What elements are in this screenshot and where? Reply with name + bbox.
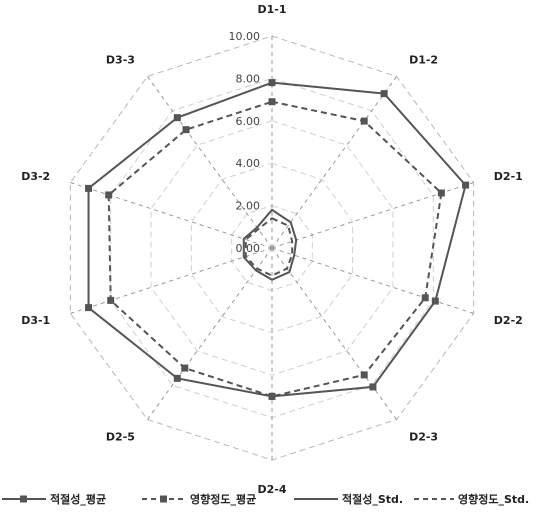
series-line	[107, 100, 443, 398]
axis-label: D1-2	[409, 53, 438, 66]
axis-label: D3-2	[21, 170, 50, 183]
axis-label: D2-5	[106, 431, 135, 444]
legend-item-adequacy-mean: 적절성_평균	[2, 488, 106, 510]
tick-label: 8.00	[236, 72, 261, 85]
tick-label: 2.00	[236, 200, 261, 213]
series-line	[242, 208, 298, 281]
series-point	[431, 297, 439, 305]
series-point	[268, 392, 276, 400]
series-point	[173, 374, 181, 382]
series-point	[268, 79, 276, 87]
data-series	[85, 79, 470, 400]
spoke-line	[146, 76, 273, 249]
axis-label: D2-1	[494, 170, 523, 183]
spoke-line	[146, 247, 273, 420]
axis-label: D1-1	[257, 3, 286, 16]
legend-item-impact-mean: 영향정도_평균	[142, 488, 256, 510]
spoke-line	[271, 247, 398, 420]
spoke-line	[70, 182, 273, 249]
tick-label: 6.00	[236, 115, 261, 128]
legend-swatch-dashed-square	[142, 495, 186, 503]
tick-label: 10.00	[229, 30, 261, 43]
axis-label: D2-4	[257, 483, 286, 496]
grid-ring	[150, 120, 394, 376]
series-point	[85, 184, 93, 192]
series-point	[182, 126, 190, 134]
series-point	[107, 296, 115, 304]
series-point	[85, 304, 93, 312]
series-line	[244, 217, 294, 277]
spoke-line	[70, 247, 273, 314]
series-point	[268, 98, 276, 106]
tick-label: 0.00	[236, 242, 261, 255]
legend-label: 영향정도_Std.	[458, 493, 530, 506]
legend-label: 적절성_평균	[50, 493, 107, 506]
series-point	[360, 117, 368, 125]
series-point	[421, 294, 429, 302]
series-point	[173, 114, 181, 122]
axis-label: D2-3	[409, 431, 438, 444]
legend-swatch-dashed-line	[414, 498, 454, 500]
radial-tick-labels: 0.00 2.00 4.00 6.00 8.00 10.00	[229, 30, 261, 255]
legend-swatch-solid-line	[294, 498, 338, 500]
legend-label: 영향정도_평균	[190, 493, 257, 506]
series-point	[181, 364, 189, 372]
legend-item-adequacy-std: 적절성_Std.	[294, 488, 403, 510]
legend-swatch-solid-square	[2, 495, 46, 503]
series-point	[360, 371, 368, 379]
legend-item-impact-std: 영향정도_Std.	[414, 488, 529, 510]
axis-labels: D1-1 D1-2 D2-1 D2-2 D2-3 D2-4 D2-5 D3-1 D3-2 D3-3	[21, 3, 523, 496]
tick-label: 4.00	[236, 157, 261, 170]
spoke-line	[271, 247, 474, 314]
axis-label: D3-1	[21, 314, 50, 327]
series-point	[462, 181, 470, 189]
spoke-line	[271, 76, 398, 249]
grid-ring	[190, 162, 354, 334]
axis-label: D2-2	[494, 314, 523, 327]
series-point	[369, 383, 377, 391]
series-point	[437, 189, 445, 197]
axis-label: D3-3	[106, 53, 135, 66]
series-point	[105, 191, 113, 199]
legend-label: 적절성_Std.	[342, 493, 404, 506]
series-line	[87, 81, 467, 398]
legend: 적절성_평균 영향정도_평균 적절성_Std. 영향정도_Std.	[0, 488, 542, 510]
series-point	[380, 90, 388, 98]
